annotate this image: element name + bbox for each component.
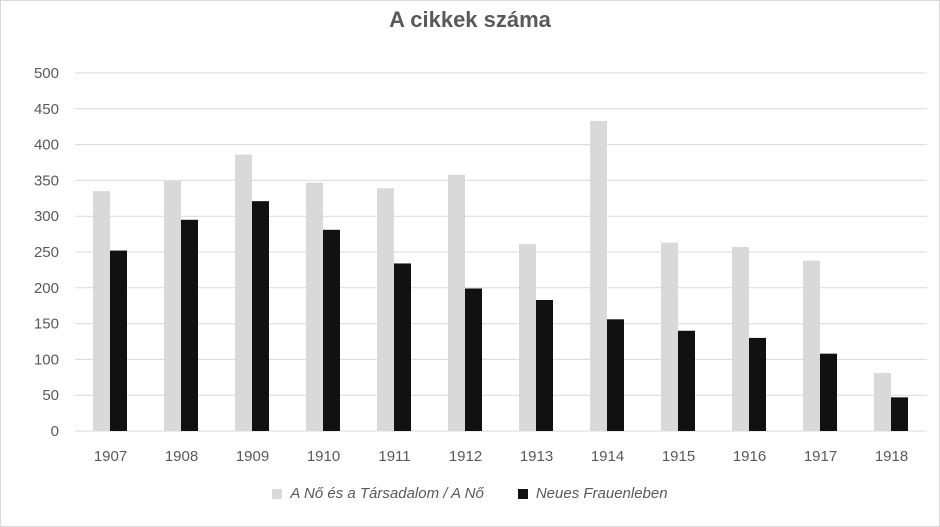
legend-swatch-series-1	[272, 488, 283, 499]
legend-label-series-2: Neues Frauenleben	[535, 485, 668, 502]
gridlines	[75, 72, 927, 432]
y-tick-label: 200	[34, 280, 59, 297]
bar-series-2-1908	[181, 219, 198, 431]
y-tick-label: 0	[51, 423, 59, 440]
bar-series-1-1908	[164, 181, 181, 431]
bar-series-2-1918	[891, 397, 908, 431]
y-tick-label: 350	[34, 172, 59, 189]
bar-series-2-1909	[252, 201, 269, 431]
x-tick-label: 1918	[875, 448, 908, 465]
y-tick-label: 50	[42, 387, 59, 404]
bar-series-1-1915	[661, 242, 678, 431]
legend: A Nő és a Társadalom / A Nő Neues Frauen…	[1, 485, 939, 502]
x-tick-label: 1917	[804, 448, 837, 465]
legend-item-series-2: Neues Frauenleben	[517, 485, 668, 502]
y-tick-label: 500	[34, 65, 59, 82]
bar-series-2-1916	[749, 337, 766, 431]
bar-series-1-1911	[377, 188, 394, 431]
y-tick-label: 300	[34, 208, 59, 225]
bar-series-2-1911	[394, 263, 411, 431]
x-tick-label: 1914	[591, 448, 624, 465]
bar-series-1-1909	[235, 154, 252, 431]
x-tick-label: 1909	[236, 448, 269, 465]
bar-series-1-1910	[306, 182, 323, 431]
y-tick-label: 250	[34, 244, 59, 261]
bar-series-2-1913	[536, 299, 553, 431]
bar-series-2-1910	[323, 229, 340, 431]
bar-series-2-1907	[110, 250, 127, 431]
bar-series-2-1914	[607, 319, 624, 431]
bar-series-2-1912	[465, 288, 482, 431]
chart-title: A cikkek száma	[389, 7, 551, 32]
x-tick-label: 1912	[449, 448, 482, 465]
y-tick-label: 150	[34, 316, 59, 333]
bar-series-1-1917	[803, 260, 820, 431]
x-axis-ticks: 1907 1908 1909 1910 1911 1912 1913 1914 1915 1916…	[94, 448, 908, 465]
x-tick-label: 1915	[662, 448, 695, 465]
bar-series-2-1915	[678, 330, 695, 431]
legend-label-series-1: A Nő és a Társadalom / A Nő	[290, 485, 484, 502]
bar-series-1-1914	[590, 120, 607, 432]
bar-series-1-1913	[519, 244, 536, 431]
bar-series-2-1917	[820, 353, 837, 431]
x-tick-label: 1913	[520, 448, 553, 465]
legend-swatch-series-2	[517, 488, 528, 499]
y-axis-ticks: 0 50 100 150 200 250 300 350 400 450 500	[34, 65, 59, 440]
x-tick-label: 1916	[733, 448, 766, 465]
x-tick-label: 1907	[94, 448, 127, 465]
y-tick-label: 450	[34, 101, 59, 118]
x-tick-label: 1911	[378, 448, 410, 465]
x-tick-label: 1910	[307, 448, 340, 465]
bar-series-1-1907	[93, 191, 110, 431]
bars	[93, 120, 908, 432]
x-tick-label: 1908	[165, 448, 198, 465]
legend-item-series-1: A Nő és a Társadalom / A Nő	[272, 485, 484, 502]
y-tick-label: 400	[34, 137, 59, 154]
y-tick-label: 100	[34, 351, 59, 368]
bar-series-1-1918	[874, 373, 891, 431]
bar-series-1-1912	[448, 174, 465, 431]
bar-series-1-1916	[732, 246, 749, 431]
